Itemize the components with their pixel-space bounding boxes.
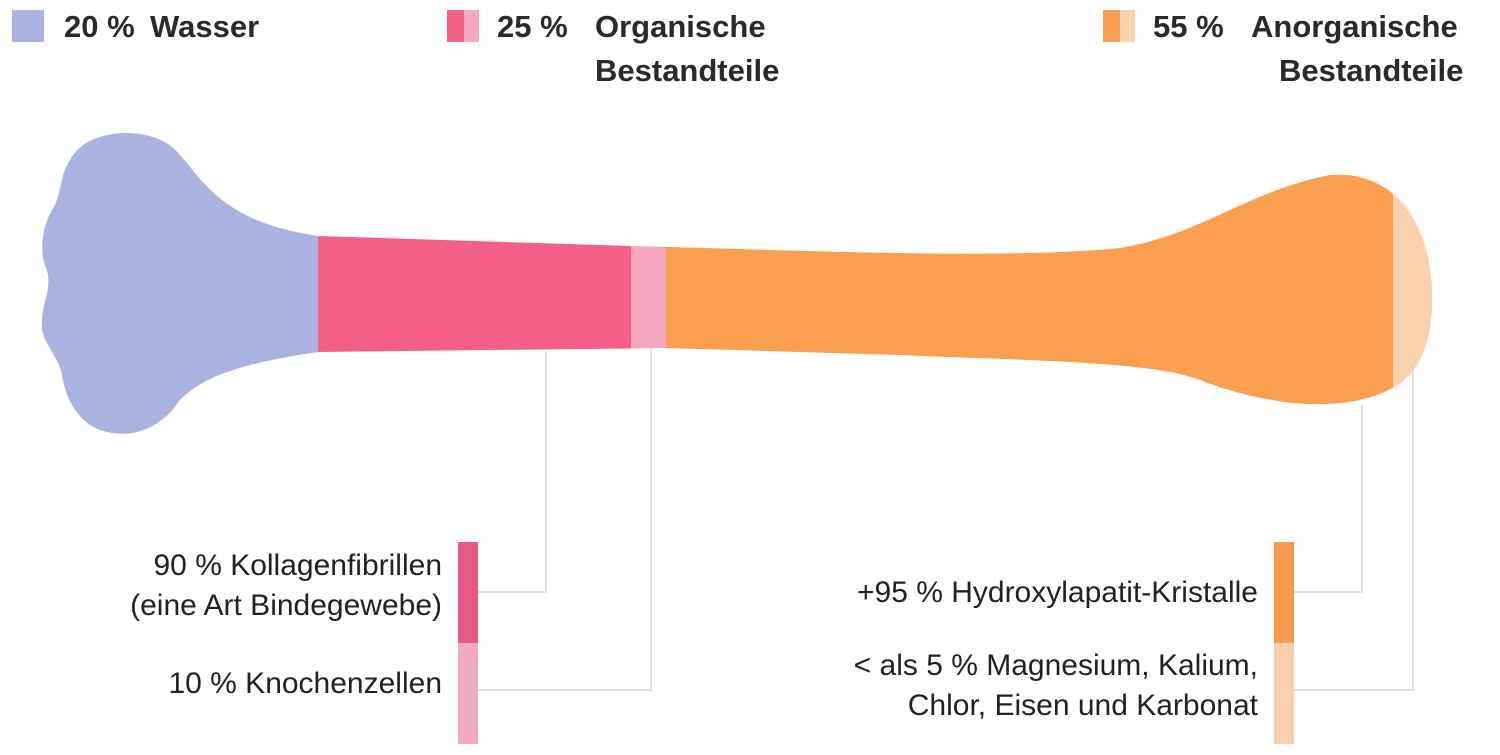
organic-percent: 25 % [497, 9, 568, 44]
collagen-bar [458, 542, 478, 643]
collagen-line2: (eine Art Bindegewebe) [130, 589, 442, 622]
minerals-bar [1274, 643, 1294, 744]
minerals-description: < als 5 % Magnesium, Kalium, Chlor, Eise… [854, 646, 1258, 726]
cells-description: 10 % Knochenzellen [168, 667, 442, 700]
collagen-connector [478, 352, 547, 593]
hydroxylapatite-description: +95 % Hydroxylapatit-Kristalle [856, 576, 1258, 609]
minerals-connector [1294, 365, 1414, 691]
organic-swatch [447, 10, 479, 42]
water-region [41, 133, 318, 434]
organic-label-line1: Organische [595, 9, 766, 44]
water-percent: 20 % [64, 9, 135, 44]
hydroxylapatite-connector [1294, 405, 1363, 593]
minerals-line1: < als 5 % Magnesium, Kalium, [853, 649, 1258, 682]
cells-region [631, 133, 666, 434]
minerals-line2: Chlor, Eisen und Karbonat [907, 689, 1258, 722]
inorganic-label-line1: Anorganische [1251, 9, 1458, 44]
water-label: Wasser [150, 9, 260, 44]
collagen-description: 90 % Kollagenfibrillen (eine Art Bindege… [130, 546, 442, 626]
organic-label-line2: Bestandteile [595, 53, 780, 88]
cells-connector [478, 348, 652, 691]
minerals-region [1393, 133, 1433, 434]
water-swatch [12, 10, 44, 42]
collagen-region [318, 133, 631, 434]
collagen-line1: 90 % Kollagenfibrillen [153, 549, 442, 582]
hydroxylapatite-bar [1274, 542, 1294, 643]
inorganic-percent: 55 % [1153, 9, 1224, 44]
inorganic-swatch [1103, 10, 1135, 42]
inorganic-label-line2: Bestandteile [1279, 53, 1464, 88]
cells-bar [458, 643, 478, 744]
hydroxylapatite-region [666, 133, 1393, 434]
